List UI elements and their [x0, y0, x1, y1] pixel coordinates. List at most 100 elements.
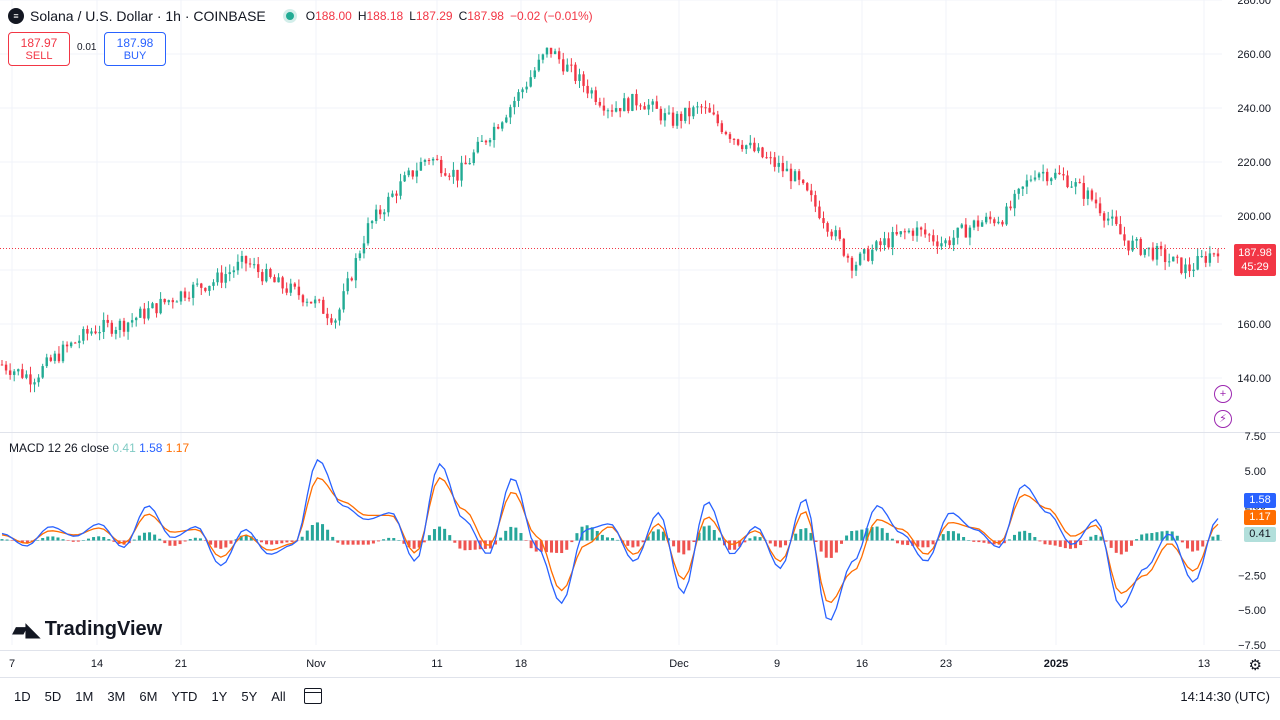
- candle-body: [289, 283, 292, 293]
- candle-body: [968, 227, 972, 238]
- macd-histogram-bar: [926, 540, 930, 548]
- macd-histogram-bar: [10, 540, 14, 541]
- buy-button[interactable]: 187.98 BUY: [104, 32, 166, 66]
- candle-body: [631, 93, 634, 111]
- macd-histogram-bar: [611, 537, 615, 541]
- macd-histogram-bar: [585, 525, 589, 541]
- tradingview-logo[interactable]: ▰◣ TradingView: [12, 617, 162, 642]
- buy-label: BUY: [123, 50, 147, 62]
- macd-histogram-bar: [1119, 540, 1123, 555]
- candle-body: [1200, 256, 1203, 258]
- time-axis-label: 11: [431, 658, 442, 670]
- candle-body: [1017, 188, 1020, 194]
- macd-histogram-bar: [270, 540, 274, 545]
- candle-body: [57, 353, 61, 362]
- candle-body: [448, 175, 451, 177]
- candle-body: [757, 147, 760, 152]
- macd-histogram-bar: [712, 529, 716, 541]
- candle-body: [1147, 247, 1151, 250]
- ohlc-close: C187.98: [458, 9, 504, 23]
- timeframe-6m[interactable]: 6M: [139, 688, 158, 704]
- add-alert-icon[interactable]: +: [1214, 385, 1232, 403]
- macd-histogram-bar: [36, 540, 40, 541]
- candle-body: [724, 132, 728, 135]
- candle-body: [468, 163, 471, 165]
- price-axis-label: 200.00: [1237, 211, 1271, 223]
- candle-body: [700, 106, 703, 108]
- macd-histogram-bar: [1216, 534, 1220, 541]
- macd-axis-label: −2.50: [1238, 570, 1266, 582]
- candle-body: [797, 171, 801, 180]
- macd-histogram-bar: [1175, 535, 1179, 541]
- candle-body: [379, 209, 382, 215]
- candle-body: [948, 240, 951, 246]
- timeframe-5d[interactable]: 5D: [44, 688, 62, 704]
- candle-body: [590, 90, 593, 94]
- settings-gear-icon[interactable]: ⚙: [1248, 657, 1262, 674]
- candle-body: [1151, 247, 1155, 260]
- symbol-header: ≡ Solana / U.S. Dollar · 1h · COINBASE O…: [8, 6, 599, 26]
- candle-body: [936, 241, 939, 247]
- candle-body: [862, 249, 866, 254]
- candle-body: [964, 224, 968, 238]
- macd-legend[interactable]: MACD 12 26 close 0.41 1.58 1.17: [9, 441, 189, 455]
- macd-histogram-bar: [432, 529, 436, 541]
- candle-body: [492, 126, 496, 141]
- macd-histogram-bar: [743, 540, 747, 543]
- candle-body: [1054, 172, 1057, 179]
- utc-clock[interactable]: 14:14:30 (UTC): [1180, 689, 1270, 704]
- candle-body: [1119, 224, 1122, 235]
- candle-body: [1131, 240, 1134, 251]
- candle-body: [521, 89, 524, 93]
- candle-body: [671, 112, 675, 126]
- macd-histogram-bar: [1211, 536, 1215, 541]
- candle-body: [387, 196, 390, 213]
- timeframe-all[interactable]: All: [271, 688, 286, 704]
- timeframe-ytd[interactable]: YTD: [171, 688, 198, 704]
- candle-body: [614, 108, 618, 112]
- macd-histogram-bar: [1074, 540, 1078, 549]
- candle-body: [143, 308, 146, 319]
- candle-body: [191, 284, 195, 298]
- timeframe-5y[interactable]: 5Y: [241, 688, 258, 704]
- timeframe-3m[interactable]: 3M: [107, 688, 126, 704]
- candle-body: [13, 371, 16, 375]
- timeframe-1m[interactable]: 1M: [75, 688, 94, 704]
- macd-histogram-bar: [112, 540, 116, 542]
- candle-body: [130, 320, 134, 323]
- sell-button[interactable]: 187.97 SELL: [8, 32, 70, 66]
- symbol-title[interactable]: Solana / U.S. Dollar · 1h · COINBASE: [30, 8, 266, 24]
- macd-histogram-bar: [224, 540, 228, 548]
- candle-body: [651, 101, 654, 105]
- candle-body: [761, 147, 764, 158]
- candle-body: [785, 168, 789, 172]
- timeframe-1y[interactable]: 1Y: [211, 688, 228, 704]
- time-axis-label: Dec: [669, 658, 689, 670]
- macd-histogram-bar: [1018, 531, 1022, 541]
- macd-histogram-bar: [142, 532, 146, 541]
- lightning-icon[interactable]: ⚡: [1214, 410, 1232, 428]
- candle-body: [1078, 182, 1081, 184]
- candle-body: [635, 93, 638, 106]
- macd-histogram-bar: [631, 540, 635, 548]
- macd-histogram-bar: [616, 539, 620, 541]
- candle-body: [1001, 221, 1004, 225]
- candle-body: [1029, 179, 1033, 181]
- macd-histogram-bar: [824, 540, 828, 558]
- calendar-icon[interactable]: [303, 688, 322, 704]
- price-axis-label: 140.00: [1237, 373, 1271, 385]
- candle-body: [562, 59, 565, 72]
- timeframe-1d[interactable]: 1D: [14, 688, 31, 704]
- candle-body: [566, 64, 569, 72]
- candle-body: [175, 301, 179, 303]
- macd-histogram-bar: [280, 540, 284, 544]
- candle-body: [163, 298, 166, 303]
- solana-logo-icon: ≡: [8, 8, 24, 24]
- price-axis-label: 240.00: [1237, 103, 1271, 115]
- candle-body: [940, 243, 943, 247]
- macd-histogram-bar: [605, 537, 609, 541]
- price-axis-label: 260.00: [1237, 49, 1271, 61]
- candle-body: [716, 114, 719, 124]
- candle-body: [903, 231, 907, 233]
